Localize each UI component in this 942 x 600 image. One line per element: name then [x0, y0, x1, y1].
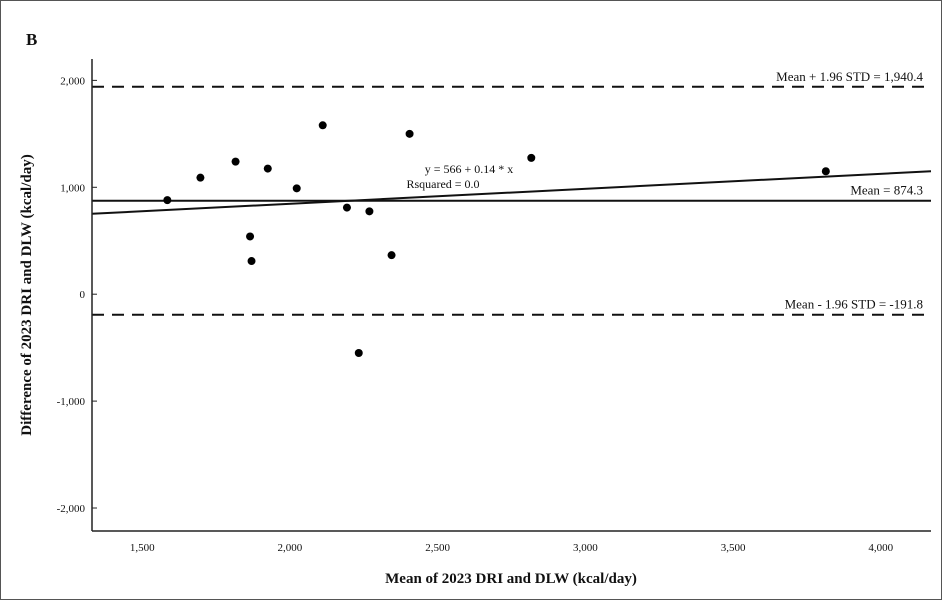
data-point — [246, 232, 255, 241]
y-tick-label: 2,000 — [60, 75, 85, 87]
data-point — [292, 184, 301, 193]
data-point — [247, 257, 256, 266]
reference-line-label: Mean + 1.96 STD = 1,940.4 — [776, 69, 923, 84]
data-point — [342, 203, 351, 212]
panel-label: B — [26, 30, 37, 49]
regression-line — [91, 170, 932, 215]
reference-line-label: Mean - 1.96 STD = -191.8 — [785, 297, 923, 312]
data-point — [318, 121, 327, 130]
data-point — [365, 207, 374, 216]
reference-line-label: Mean = 874.3 — [850, 183, 923, 198]
data-point — [405, 129, 414, 138]
data-point — [263, 164, 272, 173]
y-axis-title: Difference of 2023 DRI and DLW (kcal/day… — [19, 154, 35, 435]
data-point — [527, 153, 536, 162]
x-axis-title: Mean of 2023 DRI and DLW (kcal/day) — [385, 571, 637, 587]
y-tick-label: -1,000 — [57, 396, 86, 408]
data-point — [354, 348, 363, 357]
rsquared-label: Rsquared = 0.0 — [406, 177, 479, 191]
data-point — [196, 173, 205, 182]
x-tick-label: 4,000 — [868, 542, 893, 554]
data-point — [821, 167, 830, 176]
regression-equation-label: y = 566 + 0.14 * x — [425, 162, 514, 176]
x-tick-label: 3,500 — [721, 542, 746, 554]
data-point — [387, 251, 396, 260]
x-tick-label: 2,500 — [425, 542, 450, 554]
data-point — [231, 157, 240, 166]
x-tick-label: 3,000 — [573, 542, 598, 554]
y-tick-label: 0 — [80, 289, 86, 301]
x-tick-label: 1,500 — [130, 542, 155, 554]
y-tick-label: -2,000 — [57, 503, 86, 515]
data-point — [163, 196, 172, 205]
x-tick-label: 2,000 — [278, 542, 303, 554]
y-tick-label: 1,000 — [60, 182, 85, 194]
